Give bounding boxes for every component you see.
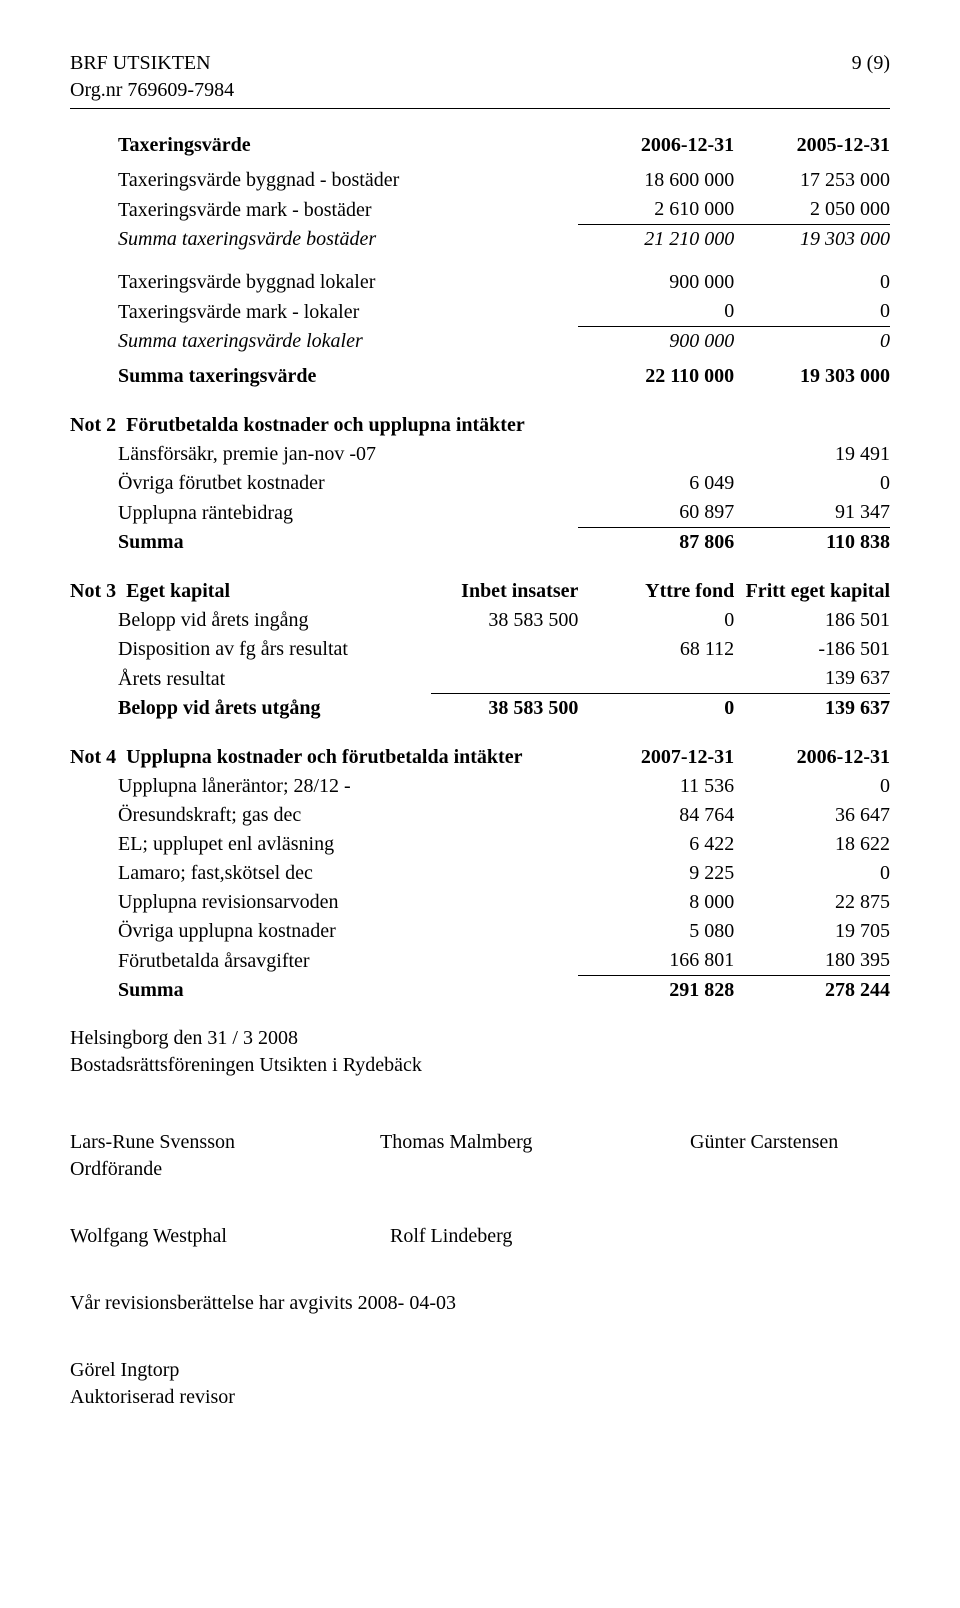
not2-table: Not 2 Förutbetalda kostnader och upplupn… [70, 411, 890, 557]
not3-title: Not 3 Eget kapital [70, 577, 431, 606]
page-number: 9 (9) [852, 50, 890, 77]
org-number: Org.nr 769609-7984 [70, 77, 234, 104]
page-header: BRF UTSIKTEN Org.nr 769609-7984 9 (9) [70, 50, 890, 104]
table-row: Taxeringsvärde byggnad - bostäder 18 600… [70, 166, 890, 195]
table-row: EL; upplupet enl avläsning 6 422 18 622 [70, 830, 890, 859]
table-row: Summa taxeringsvärde 22 110 000 19 303 0… [70, 362, 890, 391]
table-row: Årets resultat 139 637 [70, 664, 890, 694]
signatory-name: Rolf Lindeberg [390, 1223, 590, 1250]
signatory: Lars-Rune Svensson Ordförande [70, 1129, 270, 1183]
place-date: Helsingborg den 31 / 3 2008 [70, 1025, 890, 1052]
signatory: Wolfgang Westphal [70, 1223, 270, 1250]
table-row: Övriga upplupna kostnader 5 080 19 705 [70, 917, 890, 946]
table-row: Förutbetalda årsavgifter 166 801 180 395 [70, 946, 890, 976]
table-row: Lamaro; fast,skötsel dec 9 225 0 [70, 859, 890, 888]
table-row: Disposition av fg års resultat 68 112 -1… [70, 635, 890, 664]
table-row: Upplupna låneräntor; 28/12 - 11 536 0 [70, 772, 890, 801]
association-name: Bostadsrättsföreningen Utsikten i Rydebä… [70, 1052, 890, 1079]
table-row: Belopp vid årets utgång 38 583 500 0 139… [70, 694, 890, 724]
col-date-1: 2006-12-31 [578, 131, 734, 160]
not3-table: Not 3 Eget kapital Inbet insatser Yttre … [70, 577, 890, 723]
table-row: Taxeringsvärde mark - bostäder 2 610 000… [70, 195, 890, 225]
signatory: Thomas Malmberg [380, 1129, 580, 1183]
not3-col-1: Inbet insatser [431, 577, 579, 606]
table-row: Summa 291 828 278 244 [70, 976, 890, 1006]
header-rule [70, 108, 890, 109]
signatory: Günter Carstensen [690, 1129, 890, 1183]
not3-col-3: Fritt eget kapital [734, 577, 890, 606]
not3-col-2: Yttre fond [578, 577, 734, 606]
signatory: Rolf Lindeberg [390, 1223, 590, 1250]
col-date-2: 2005-12-31 [734, 131, 890, 160]
org-block: BRF UTSIKTEN Org.nr 769609-7984 [70, 50, 234, 104]
signature-row-2: Wolfgang Westphal Rolf Lindeberg [70, 1223, 890, 1250]
auditor-name: Görel Ingtorp [70, 1357, 890, 1384]
signature-row-1: Lars-Rune Svensson Ordförande Thomas Mal… [70, 1129, 890, 1183]
table-row: Öresundskraft; gas dec 84 764 36 647 [70, 801, 890, 830]
table-row: Summa taxeringsvärde lokaler 900 000 0 [70, 327, 890, 357]
tax-title: Taxeringsvärde [70, 131, 431, 160]
not4-col-2: 2006-12-31 [734, 743, 890, 772]
not4-col-1: 2007-12-31 [578, 743, 734, 772]
signatory-name: Thomas Malmberg [380, 1129, 580, 1156]
table-row: Taxeringsvärde byggnad lokaler 900 000 0 [70, 268, 890, 297]
table-row: Övriga förutbet kostnader 6 049 0 [70, 469, 890, 498]
org-name: BRF UTSIKTEN [70, 50, 234, 77]
audit-statement: Vår revisionsberättelse har avgivits 200… [70, 1290, 890, 1317]
not2-title: Not 2 Förutbetalda kostnader och upplupn… [70, 411, 890, 440]
table-row: Belopp vid årets ingång 38 583 500 0 186… [70, 606, 890, 635]
signatory-name: Günter Carstensen [690, 1129, 890, 1156]
table-row: Taxeringsvärde mark - lokaler 0 0 [70, 297, 890, 327]
table-row: Upplupna räntebidrag 60 897 91 347 [70, 498, 890, 528]
table-row: Upplupna revisionsarvoden 8 000 22 875 [70, 888, 890, 917]
not4-title: Not 4 Upplupna kostnader och förutbetald… [70, 743, 578, 772]
auditor-role: Auktoriserad revisor [70, 1384, 890, 1411]
signatory-role: Ordförande [70, 1156, 270, 1183]
signatory-name: Lars-Rune Svensson [70, 1129, 270, 1156]
signatory-name: Wolfgang Westphal [70, 1223, 270, 1250]
table-row: Länsförsäkr, premie jan-nov -07 19 491 [70, 440, 890, 469]
not4-table: Not 4 Upplupna kostnader och förutbetald… [70, 743, 890, 1005]
table-row: Summa 87 806 110 838 [70, 528, 890, 558]
table-row: Summa taxeringsvärde bostäder 21 210 000… [70, 225, 890, 255]
taxeringsvarde-table: Taxeringsvärde 2006-12-31 2005-12-31 Tax… [70, 131, 890, 391]
